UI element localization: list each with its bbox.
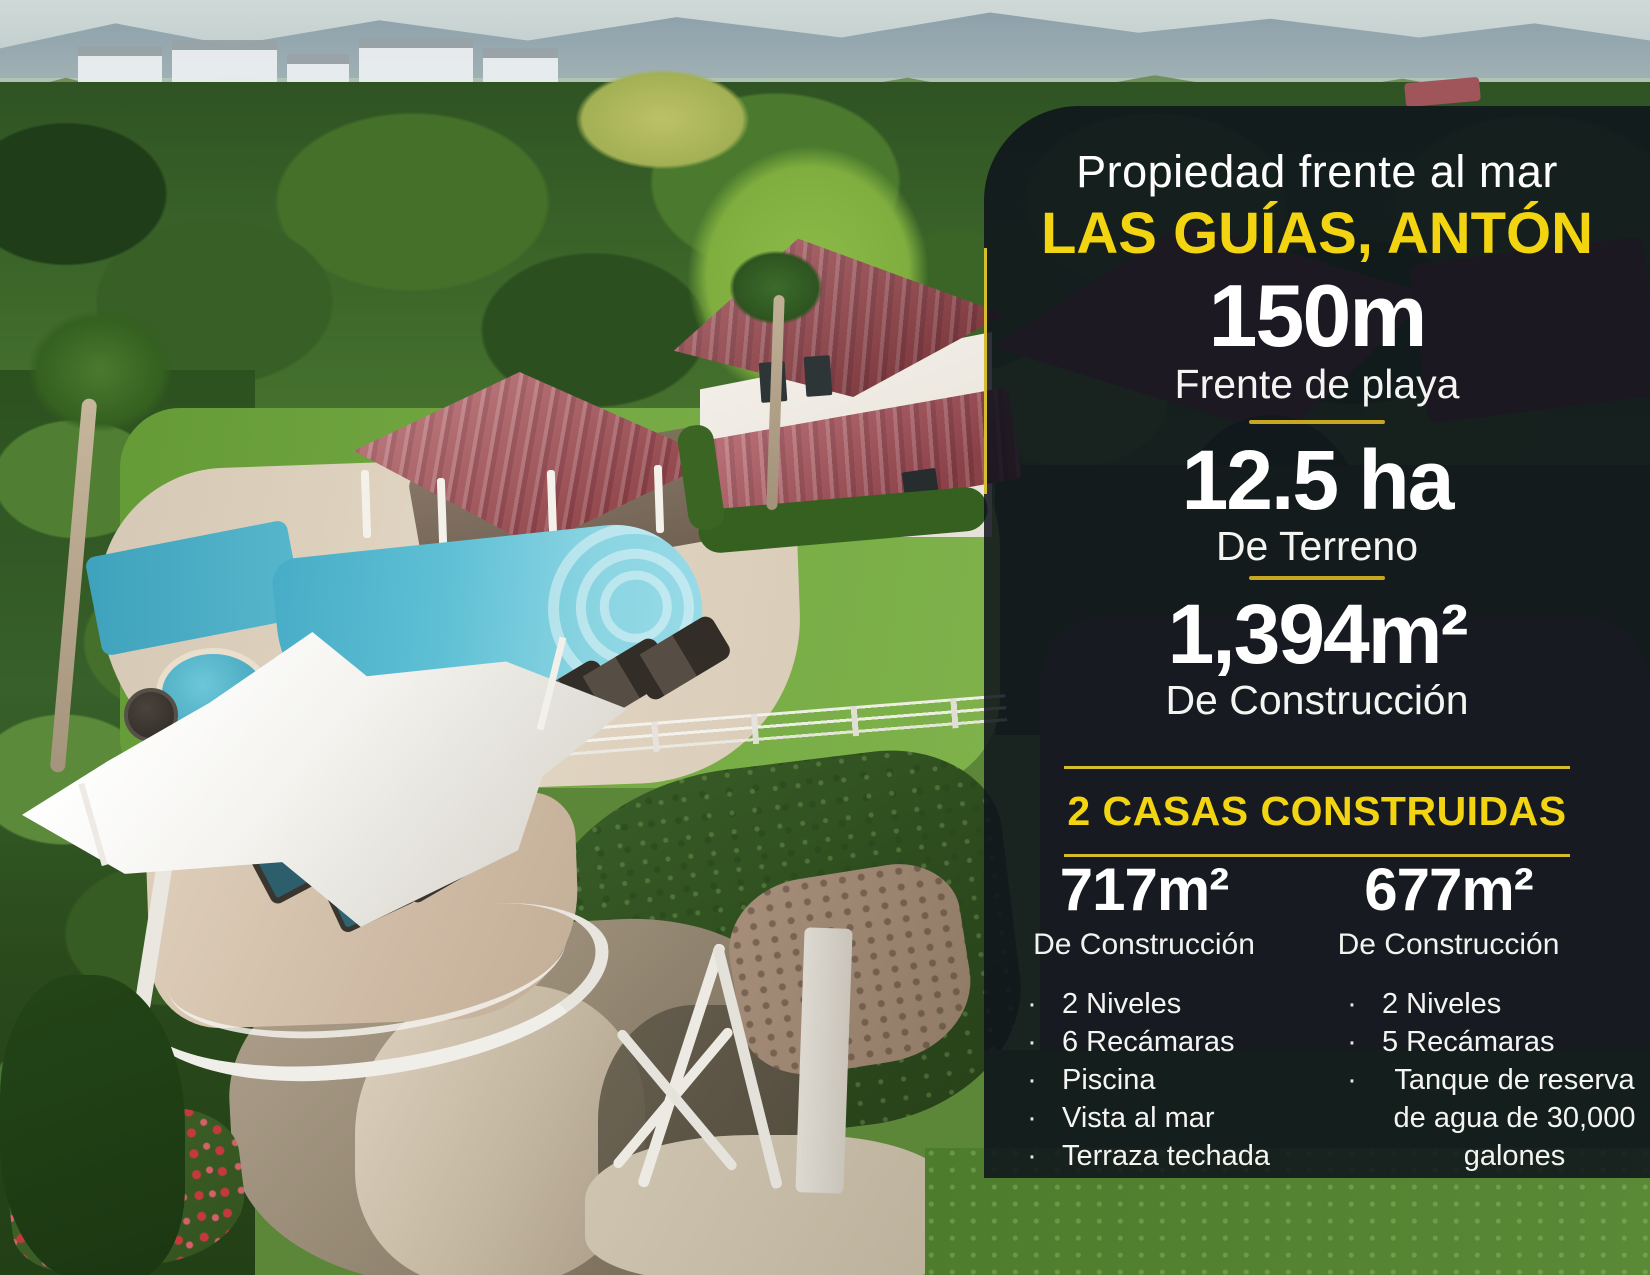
bullet-icon: · [1027,1102,1037,1134]
stat-construction-label: De Construcción [1165,677,1469,723]
feature-item: · 2 Niveles [1344,985,1647,1023]
gold-divider [1249,420,1385,424]
house-2-features: · 2 Niveles · 5 Recámaras · Tanque de reser… [1304,985,1647,1175]
houses-columns: 717m² De Construcción · 2 Niveles · 6 Recá… [984,856,1650,1173]
house-1-column: 717m² De Construcción · 2 Niveles · 6 Recá… [984,856,1304,1173]
feature-item: · 5 Recámaras [1344,1023,1647,1061]
panel-subtitle: Propiedad frente al mar [1076,146,1558,197]
info-panel: Propiedad frente al mar LAS GUÍAS, ANTÓN… [984,106,1650,1178]
feature-item: · 6 Recámaras [1024,1023,1304,1061]
panel-title: LAS GUÍAS, ANTÓN [1040,201,1594,266]
stat-beachfront-label: Frente de playa [1174,361,1460,407]
photo-dark-palms [0,975,185,1275]
bullet-icon: · [1027,988,1037,1020]
bullet-icon: · [1347,988,1357,1020]
gold-divider [1249,576,1385,580]
column-divider [984,248,987,494]
bullet-icon: · [1347,1064,1357,1096]
house-1-area: 717m² [1059,856,1229,923]
bullet-icon: · [1027,1064,1037,1096]
feature-item: · Vista al mar [1024,1099,1304,1137]
feature-item: · Piscina [1024,1061,1304,1099]
feature-item: · 2 Niveles [1024,985,1304,1023]
house-1-features: · 2 Niveles · 6 Recámaras · Piscina · Vista … [984,985,1304,1175]
photo-support-pillar [795,927,853,1194]
house-2-column: 677m² De Construcción · 2 Niveles · 5 Recá… [1304,856,1647,1173]
house-1-area-label: De Construcción [1033,928,1255,961]
feature-item: · Terraza techada [1024,1137,1304,1175]
bullet-icon: · [1027,1140,1037,1172]
bullet-icon: · [1347,1026,1357,1058]
section-divider [1064,854,1570,857]
stat-land-label: De Terreno [1215,523,1419,569]
house-2-area: 677m² [1364,856,1533,923]
photo-house-window [803,355,833,397]
photo-palm-crown [0,286,200,456]
house-2-area-label: De Construcción [1337,928,1560,961]
bullet-icon: · [1027,1026,1037,1058]
stat-beachfront-value: 150m [1208,266,1427,365]
feature-item: · Tanque de reserva de agua de 30,000 gal… [1344,1061,1647,1175]
stat-construction-value: 1,394m² [1167,587,1469,681]
stat-land-value: 12.5 ha [1181,433,1455,527]
section-divider [1064,766,1570,769]
section-title: 2 CASAS CONSTRUIDAS [1067,788,1567,834]
